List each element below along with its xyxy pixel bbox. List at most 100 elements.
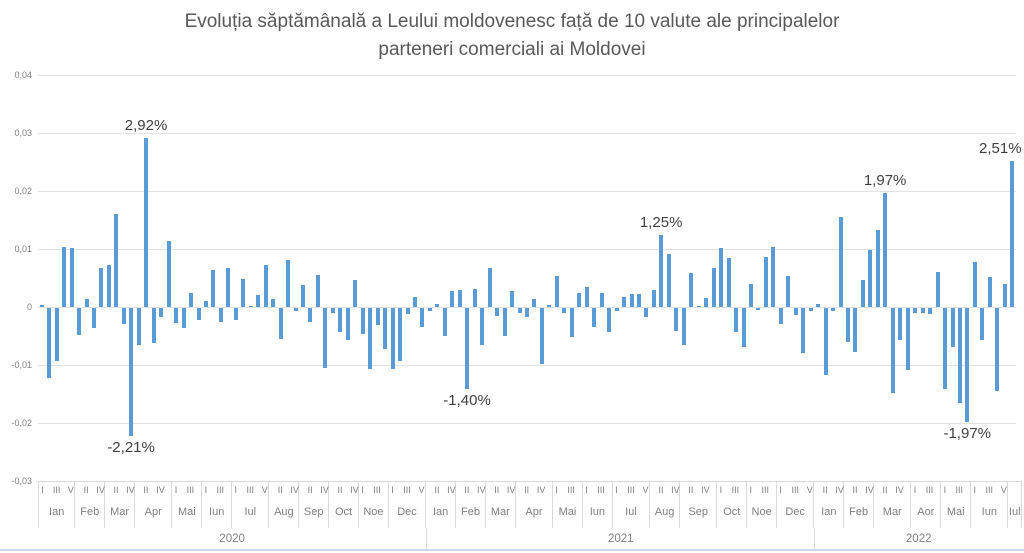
bar-week-22[interactable] <box>196 308 201 320</box>
bar-week-83[interactable] <box>651 289 656 307</box>
bar-week-81[interactable] <box>636 294 641 307</box>
bar-week-3[interactable] <box>54 308 59 362</box>
bar-week-7[interactable] <box>84 299 89 307</box>
bar-week-4[interactable] <box>62 247 67 307</box>
bar-week-65[interactable] <box>517 308 522 314</box>
bar-week-110[interactable] <box>853 308 858 353</box>
bar-week-74[interactable] <box>584 287 589 307</box>
bar-week-25[interactable] <box>218 308 223 322</box>
bar-week-27[interactable] <box>233 308 238 321</box>
bar-week-13[interactable] <box>129 308 134 437</box>
bar-week-80[interactable] <box>629 293 634 307</box>
bar-week-91[interactable] <box>711 267 716 307</box>
bar-week-78[interactable] <box>614 308 619 311</box>
bar-week-71[interactable] <box>562 308 567 313</box>
bar-week-115[interactable] <box>890 308 895 393</box>
bar-week-47[interactable] <box>383 308 388 349</box>
bar-week-120[interactable] <box>928 308 933 314</box>
bar-week-109[interactable] <box>846 308 851 342</box>
bar-week-117[interactable] <box>905 308 910 371</box>
bar-week-125[interactable] <box>965 308 970 423</box>
bar-week-60[interactable] <box>480 308 485 346</box>
bar-week-40[interactable] <box>330 308 335 314</box>
bar-week-122[interactable] <box>943 308 948 389</box>
bar-week-64[interactable] <box>510 290 515 307</box>
bar-week-19[interactable] <box>174 308 179 323</box>
bar-week-90[interactable] <box>704 297 709 307</box>
bar-week-129[interactable] <box>995 308 1000 391</box>
bar-week-70[interactable] <box>554 276 559 307</box>
bar-week-14[interactable] <box>136 308 141 345</box>
bar-week-97[interactable] <box>756 308 761 310</box>
bar-week-131[interactable] <box>1010 161 1015 307</box>
bar-week-18[interactable] <box>166 241 171 307</box>
bar-week-100[interactable] <box>778 308 783 325</box>
bar-week-107[interactable] <box>831 308 836 311</box>
bar-week-67[interactable] <box>532 299 537 307</box>
bar-week-113[interactable] <box>875 230 880 307</box>
bar-week-29[interactable] <box>248 305 253 307</box>
bar-week-105[interactable] <box>816 304 821 307</box>
bar-week-94[interactable] <box>734 308 739 332</box>
bar-week-101[interactable] <box>786 276 791 307</box>
bar-week-77[interactable] <box>607 308 612 332</box>
bar-week-28[interactable] <box>241 279 246 307</box>
bar-week-111[interactable] <box>860 280 865 307</box>
bar-week-34[interactable] <box>286 260 291 307</box>
bar-week-126[interactable] <box>972 262 977 307</box>
bar-week-31[interactable] <box>263 265 268 307</box>
bar-week-108[interactable] <box>838 216 843 307</box>
bar-week-61[interactable] <box>487 267 492 307</box>
bar-week-54[interactable] <box>435 304 440 307</box>
bar-week-49[interactable] <box>398 308 403 361</box>
bar-week-124[interactable] <box>958 308 962 403</box>
bar-week-93[interactable] <box>726 258 731 307</box>
bar-week-11[interactable] <box>114 214 119 307</box>
bar-week-85[interactable] <box>666 253 671 307</box>
bar-week-57[interactable] <box>457 289 462 307</box>
bar-week-128[interactable] <box>987 276 992 307</box>
bar-week-62[interactable] <box>495 308 500 317</box>
bar-week-43[interactable] <box>353 280 358 307</box>
bar-week-33[interactable] <box>278 308 283 339</box>
bar-week-89[interactable] <box>696 305 701 307</box>
bar-week-46[interactable] <box>375 308 380 325</box>
bar-week-102[interactable] <box>793 308 798 315</box>
bar-week-16[interactable] <box>151 308 156 343</box>
bar-week-99[interactable] <box>771 246 776 307</box>
bar-week-59[interactable] <box>472 289 477 307</box>
bar-week-116[interactable] <box>898 308 903 341</box>
bar-week-5[interactable] <box>69 248 74 307</box>
bar-week-37[interactable] <box>308 308 313 322</box>
bar-week-32[interactable] <box>271 299 276 307</box>
bar-week-20[interactable] <box>181 308 186 329</box>
bar-week-130[interactable] <box>1002 283 1007 307</box>
bar-week-12[interactable] <box>121 308 126 325</box>
bar-week-35[interactable] <box>293 308 298 311</box>
bar-week-58[interactable] <box>465 308 470 390</box>
bar-week-9[interactable] <box>99 268 104 307</box>
bar-week-52[interactable] <box>420 308 425 327</box>
bar-week-86[interactable] <box>674 308 679 332</box>
bar-week-38[interactable] <box>315 275 320 307</box>
bar-week-30[interactable] <box>256 295 261 307</box>
bar-week-66[interactable] <box>525 308 529 317</box>
bar-week-50[interactable] <box>405 308 410 315</box>
bar-week-84[interactable] <box>659 234 664 307</box>
bar-week-123[interactable] <box>950 308 955 348</box>
bar-week-6[interactable] <box>77 308 82 336</box>
bar-week-104[interactable] <box>808 308 813 311</box>
bar-week-72[interactable] <box>569 308 574 337</box>
bar-week-103[interactable] <box>801 308 806 354</box>
bar-week-63[interactable] <box>502 308 507 337</box>
bar-week-79[interactable] <box>622 297 627 307</box>
bar-week-41[interactable] <box>338 308 343 333</box>
bar-week-1[interactable] <box>39 304 44 307</box>
bar-week-95[interactable] <box>741 308 746 347</box>
bar-week-112[interactable] <box>868 250 873 307</box>
bar-week-21[interactable] <box>189 292 194 307</box>
bar-week-119[interactable] <box>920 308 925 313</box>
bar-week-53[interactable] <box>427 308 432 312</box>
bar-week-68[interactable] <box>539 308 544 365</box>
bar-week-36[interactable] <box>301 284 306 307</box>
